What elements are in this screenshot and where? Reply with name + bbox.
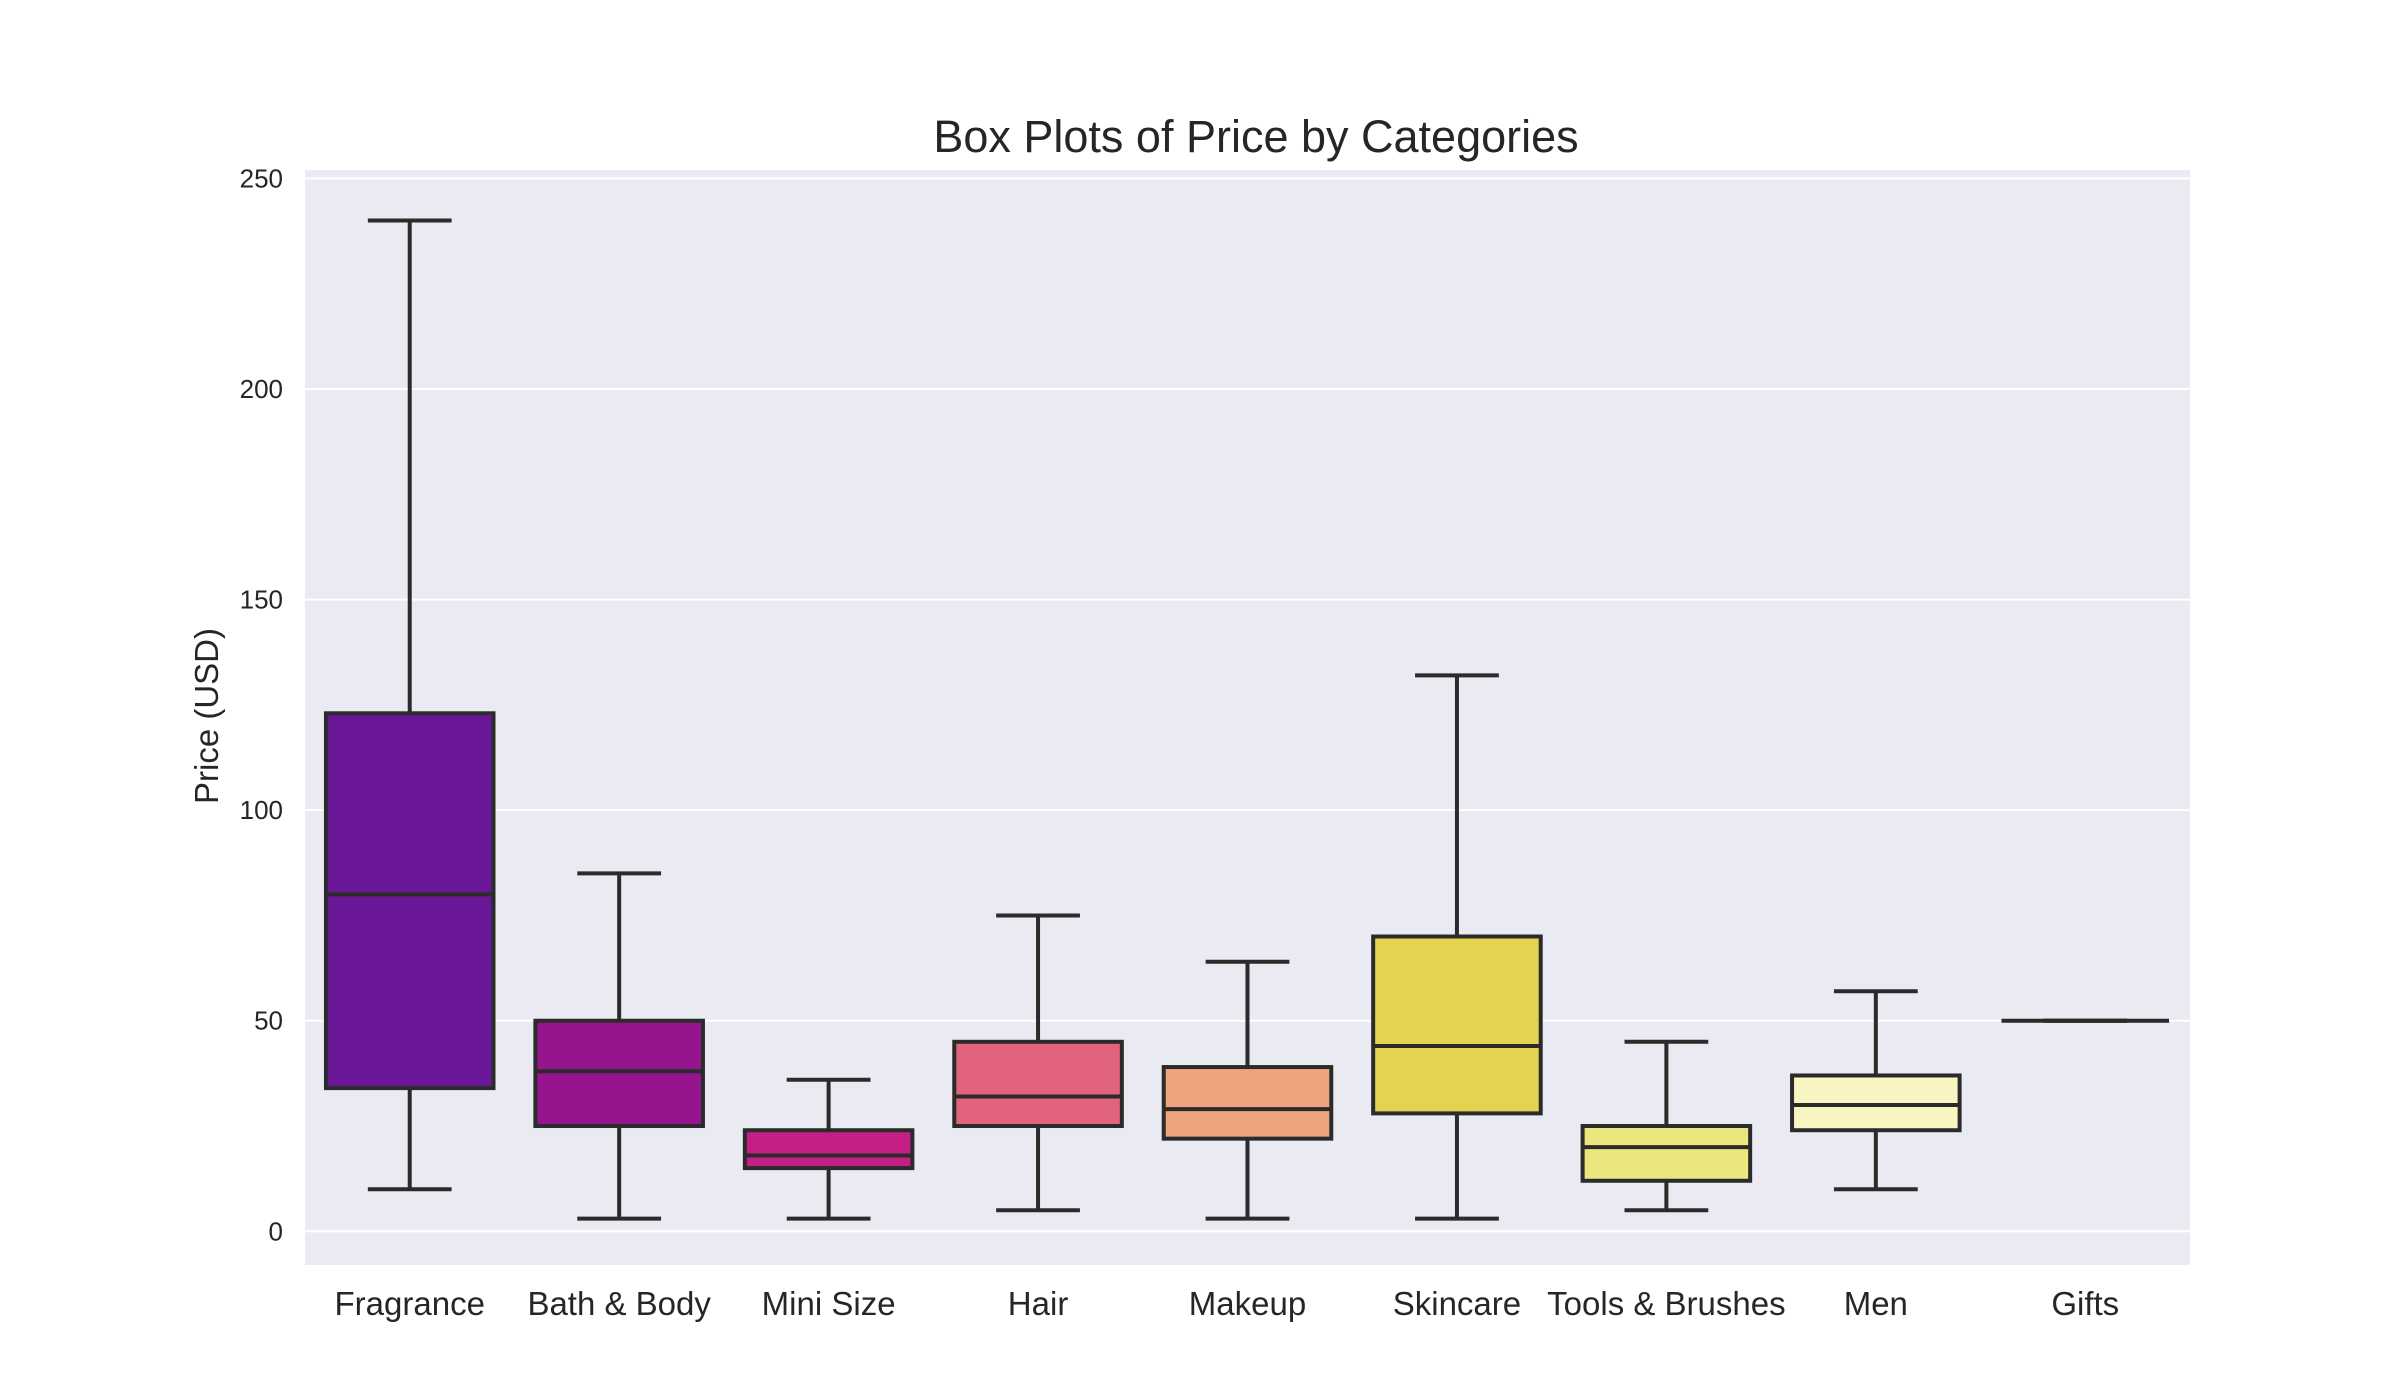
iqr-box: [1580, 1124, 1753, 1183]
y-tick-label: 250: [240, 163, 283, 193]
iqr-box: [1161, 1065, 1334, 1141]
x-tick-label: Mini Size: [762, 1285, 896, 1322]
y-tick-label: 150: [240, 585, 283, 615]
x-tick-label: Fragrance: [335, 1285, 485, 1322]
x-tick-label: Hair: [1008, 1285, 1069, 1322]
iqr-box: [952, 1039, 1124, 1129]
x-tick-label: Gifts: [2051, 1285, 2119, 1322]
y-tick-label: 200: [240, 374, 283, 404]
y-axis-label: Price (USD): [188, 628, 225, 804]
iqr-box: [533, 1018, 705, 1129]
plot-area: 0 50 100 150 200 250 Fragrance Bath & Body Mini …: [240, 163, 2190, 1322]
chart-title: Box Plots of Price by Categories: [933, 111, 1578, 162]
iqr-box: [742, 1128, 915, 1171]
y-tick-label: 50: [254, 1006, 283, 1036]
x-tick-label: Skincare: [1393, 1285, 1521, 1322]
y-tick-label: 0: [269, 1216, 283, 1246]
x-tick-label: Tools & Brushes: [1547, 1285, 1785, 1322]
x-tick-label: Makeup: [1189, 1285, 1306, 1322]
iqr-box: [1371, 934, 1543, 1116]
iqr-box: [1790, 1073, 1962, 1133]
y-tick-label: 100: [240, 795, 283, 825]
x-tick-label: Men: [1844, 1285, 1908, 1322]
x-tick-label: Bath & Body: [527, 1285, 711, 1322]
iqr-box: [323, 711, 496, 1091]
